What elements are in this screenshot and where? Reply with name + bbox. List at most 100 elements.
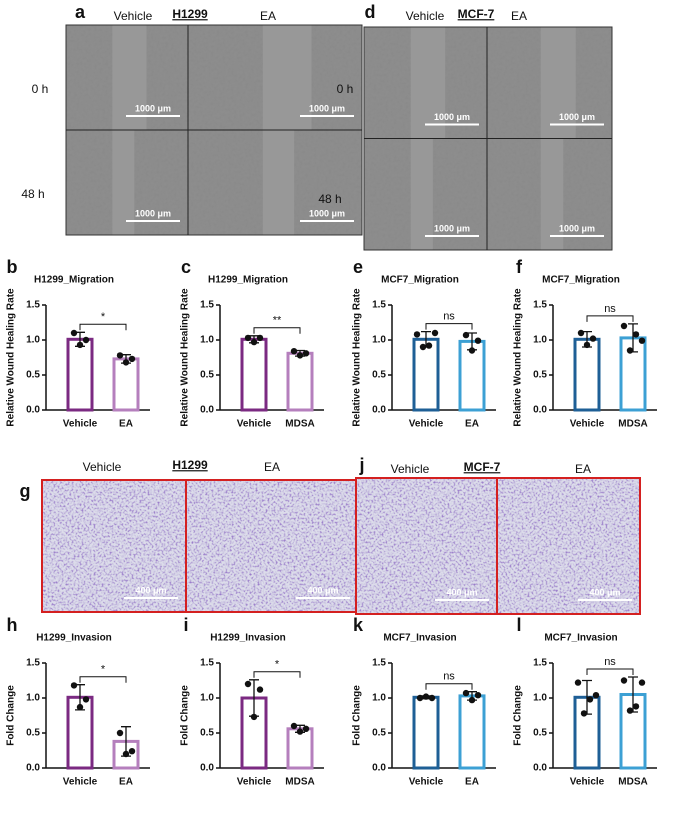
scale-bar-label: 1000 μm bbox=[559, 223, 595, 233]
y-tick-label: 1.0 bbox=[26, 693, 40, 704]
bar bbox=[573, 337, 601, 412]
data-point bbox=[416, 694, 424, 702]
panel-letter: c bbox=[181, 257, 191, 277]
scale-bar-label: 1000 μm bbox=[434, 223, 470, 233]
data-point bbox=[302, 725, 310, 732]
condition-label: EA bbox=[264, 460, 280, 474]
y-tick-label: 1.5 bbox=[533, 658, 547, 669]
y-tick-label: 0.5 bbox=[26, 370, 40, 381]
y-tick-label: 1.5 bbox=[26, 300, 40, 311]
bar bbox=[112, 357, 140, 412]
x-tick-label: MDSA bbox=[618, 777, 647, 788]
y-tick-label: 0.5 bbox=[372, 370, 386, 381]
chart-title: MCF7_Invasion bbox=[544, 633, 617, 644]
data-point bbox=[76, 703, 84, 711]
data-point bbox=[82, 336, 90, 344]
x-tick-label: MDSA bbox=[285, 419, 314, 430]
y-tick-label: 0.0 bbox=[200, 405, 214, 416]
y-tick-label: 1.0 bbox=[372, 693, 386, 704]
y-tick-label: 1.5 bbox=[372, 658, 386, 669]
y-tick-label: 0.0 bbox=[200, 763, 214, 774]
data-point bbox=[425, 342, 433, 349]
data-point bbox=[116, 729, 124, 737]
data-point bbox=[620, 677, 628, 684]
significance-bracket bbox=[79, 323, 127, 331]
micrograph bbox=[497, 478, 640, 614]
data-point bbox=[620, 322, 628, 330]
y-tick-label: 1.5 bbox=[200, 658, 214, 669]
x-tick-label: Vehicle bbox=[570, 419, 605, 430]
significance-label: ** bbox=[273, 315, 282, 327]
y-tick-label: 0.5 bbox=[200, 728, 214, 739]
data-point bbox=[128, 355, 136, 363]
y-tick-label: 0.0 bbox=[533, 763, 547, 774]
significance-label: ns bbox=[443, 311, 455, 323]
significance-label: ns bbox=[443, 671, 455, 683]
data-point bbox=[244, 334, 252, 342]
wound-gap bbox=[262, 130, 295, 235]
condition-label: Vehicle bbox=[406, 9, 445, 23]
data-point bbox=[586, 696, 594, 703]
panel-letter: f bbox=[516, 257, 523, 277]
y-tick-label: 0.0 bbox=[372, 763, 386, 774]
y-tick-label: 1.0 bbox=[533, 335, 547, 346]
scale-bar-label: 1000 μm bbox=[135, 208, 171, 218]
y-tick-label: 1.0 bbox=[200, 693, 214, 704]
data-point bbox=[70, 329, 78, 337]
panel-letter: l bbox=[516, 615, 521, 635]
wound-gap bbox=[112, 25, 147, 130]
cell-line: MCF-7 bbox=[458, 7, 495, 21]
significance-label: ns bbox=[604, 656, 616, 668]
y-tick-label: 1.0 bbox=[372, 335, 386, 346]
data-point bbox=[419, 343, 427, 351]
panel-letter: k bbox=[353, 615, 364, 635]
data-point bbox=[422, 693, 430, 700]
y-tick-label: 0.0 bbox=[533, 405, 547, 416]
significance-bracket bbox=[425, 323, 473, 330]
scale-bar-label: 1000 μm bbox=[309, 103, 345, 113]
significance-bracket bbox=[586, 668, 634, 675]
y-tick-label: 0.0 bbox=[26, 405, 40, 416]
significance-bracket bbox=[586, 315, 634, 322]
data-point bbox=[574, 679, 582, 686]
x-tick-label: Vehicle bbox=[237, 777, 272, 788]
x-tick-label: MDSA bbox=[285, 777, 314, 788]
y-tick-label: 0.5 bbox=[533, 728, 547, 739]
data-point bbox=[474, 337, 482, 344]
timepoint-label: 48 h bbox=[21, 187, 44, 201]
timepoint-label: 0 h bbox=[32, 82, 49, 96]
x-tick-label: Vehicle bbox=[570, 777, 605, 788]
panel-letter: e bbox=[353, 257, 363, 277]
wound-gap bbox=[262, 25, 312, 130]
significance-label: * bbox=[101, 664, 106, 676]
y-tick-label: 1.5 bbox=[372, 300, 386, 311]
micrograph bbox=[42, 480, 186, 612]
data-point bbox=[116, 352, 124, 359]
significance-bracket bbox=[79, 676, 127, 683]
chart-title: H1299_Invasion bbox=[210, 633, 286, 644]
y-tick-label: 1.0 bbox=[200, 335, 214, 346]
micrograph bbox=[186, 480, 358, 612]
bar bbox=[240, 337, 268, 412]
wound-gap bbox=[540, 138, 564, 250]
y-axis-label: Fold Change bbox=[352, 685, 363, 746]
data-point bbox=[474, 692, 482, 699]
y-axis-label: Relative Wound Healing Rate bbox=[513, 288, 524, 427]
scale-bar-label: 1000 μm bbox=[309, 208, 345, 218]
y-tick-label: 0.5 bbox=[26, 728, 40, 739]
chart-title: MCF7_Migration bbox=[542, 275, 620, 286]
panel-frame bbox=[355, 477, 641, 615]
data-point bbox=[632, 331, 640, 338]
data-point bbox=[302, 350, 310, 357]
scale-bar-label: 400 μm bbox=[589, 587, 620, 597]
data-point bbox=[250, 338, 258, 346]
data-point bbox=[462, 689, 470, 697]
significance-bracket bbox=[425, 683, 473, 690]
panel-letter: g bbox=[20, 481, 31, 501]
data-point bbox=[296, 352, 304, 359]
significance-label: * bbox=[275, 659, 280, 671]
y-axis-label: Relative Wound Healing Rate bbox=[6, 288, 17, 427]
significance-bracket bbox=[253, 327, 301, 334]
data-point bbox=[462, 331, 470, 339]
